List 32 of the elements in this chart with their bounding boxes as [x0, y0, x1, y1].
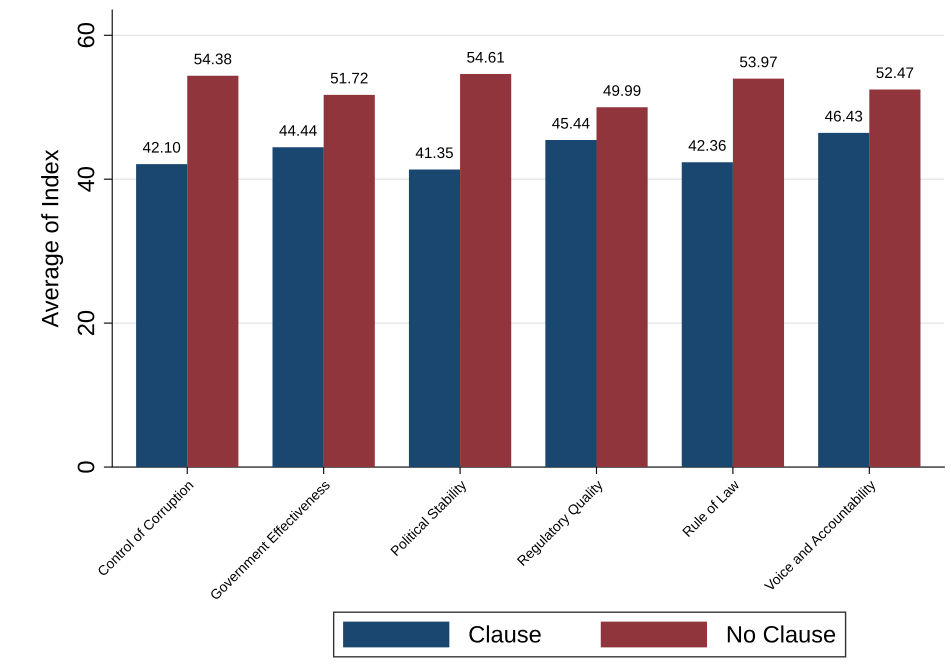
bar — [408, 169, 460, 468]
data-label: 49.99 — [603, 85, 640, 96]
bar — [732, 78, 784, 468]
y-axis-title: Average of Index — [41, 150, 64, 328]
bar — [460, 74, 512, 468]
data-label: 54.61 — [467, 52, 504, 63]
data-label: 46.43 — [824, 110, 862, 122]
y-tick-label: 20 — [78, 310, 94, 336]
data-label: 54.38 — [194, 54, 232, 64]
data-label: 42.36 — [688, 140, 726, 151]
data-label: 42.10 — [142, 142, 180, 153]
data-label: 53.97 — [740, 56, 777, 68]
data-label: 51.72 — [330, 72, 368, 84]
y-tick-label: 40 — [78, 166, 94, 192]
bar — [187, 76, 238, 468]
data-label: 41.35 — [416, 147, 453, 158]
x-tick-label: Rule of Law — [682, 478, 740, 538]
bar — [682, 162, 733, 468]
data-label: 45.44 — [552, 118, 590, 129]
data-label: 52.47 — [876, 67, 914, 78]
bar — [136, 164, 188, 468]
bar — [545, 140, 596, 468]
data-label: 44.44 — [279, 125, 317, 136]
bar — [324, 94, 375, 468]
y-tick-label: 0 — [78, 461, 94, 473]
bar — [596, 107, 648, 468]
legend-label: Clause — [469, 625, 541, 643]
bar — [818, 132, 870, 468]
y-tick-label: 60 — [78, 23, 94, 48]
bar — [272, 147, 324, 468]
legend-label: No Clause — [728, 625, 836, 643]
bar — [869, 89, 920, 468]
